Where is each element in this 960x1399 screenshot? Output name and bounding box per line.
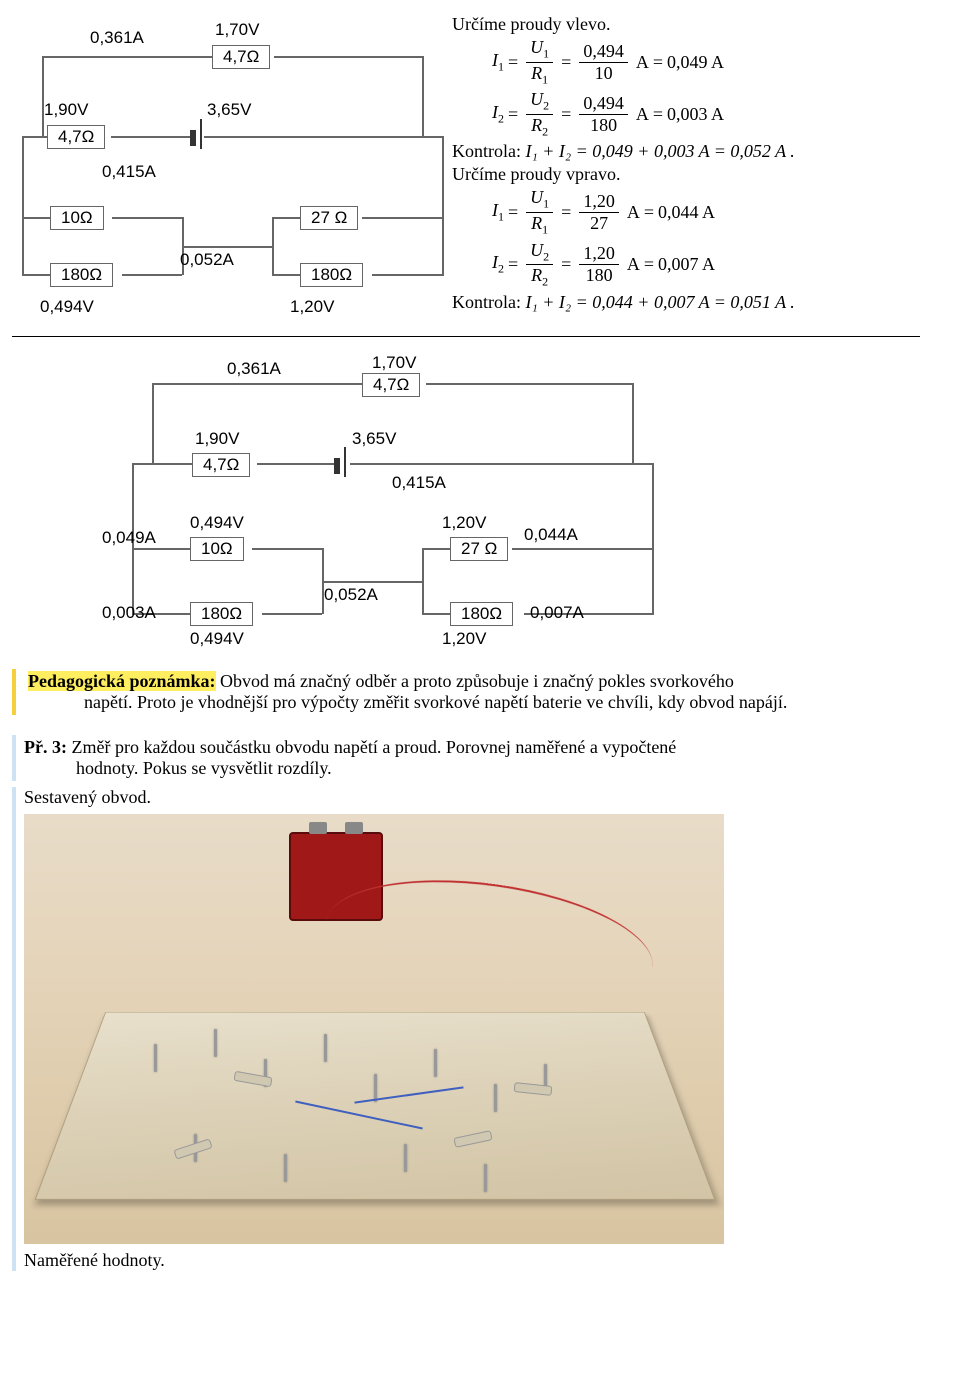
equation: I1 = U1R1 = 1,2027 A = 0,044 A [492, 187, 920, 237]
current-label: 0,003A [102, 603, 156, 623]
current-label: 0,052A [180, 250, 234, 270]
circuit-photo [24, 814, 724, 1244]
voltage-label: 0,494V [190, 629, 244, 649]
label: Kontrola: [452, 141, 521, 161]
equation: I2 = U2R2 = 0,494180 A = 0,003 A [492, 89, 920, 139]
content-segment: Sestavený obvod. [12, 787, 920, 1271]
resistor: 27 Ω [300, 206, 358, 230]
equation: I1 = U1R1 = 0,49410 A = 0,049 A [492, 37, 920, 87]
voltage-label: 3,65V [207, 100, 251, 120]
caption: Naměřené hodnoty. [24, 1250, 920, 1271]
equation-inline: I₁ + I₂ = 0,049 + 0,003 A = 0,052 A . [521, 141, 795, 161]
voltage-label: 0,494V [190, 513, 244, 533]
note-text: napětí. Proto je vhodnější pro výpočty z… [28, 692, 920, 713]
label: Kontrola: [452, 292, 521, 312]
current-label: 0,052A [324, 585, 378, 605]
note-label: Pedagogická poznámka: [28, 671, 216, 691]
resistor: 10Ω [190, 537, 244, 561]
note-text: Obvod má značný odběr a proto způsobuje … [216, 671, 734, 691]
exercise-text: hodnoty. Pokus se vysvětlit rozdíly. [24, 758, 920, 779]
voltage-label: 1,20V [290, 297, 334, 317]
resistor: 4,7Ω [212, 45, 270, 69]
resistor: 4,7Ω [47, 125, 105, 149]
text: Určíme proudy vlevo. [452, 14, 920, 35]
voltage-label: 3,65V [352, 429, 396, 449]
resistor: 10Ω [50, 206, 104, 230]
equation: I2 = U2R2 = 1,20180 A = 0,007 A [492, 240, 920, 290]
calculation-block: Určíme proudy vlevo. I1 = U1R1 = 0,49410… [452, 12, 920, 332]
caption: Sestavený obvod. [24, 787, 920, 808]
voltage-label: 1,90V [195, 429, 239, 449]
circuit-diagram-top: 4,7Ω 1,70V 0,361A 4,7Ω 1,90V 3,65V 0,415… [12, 12, 432, 332]
circuit-diagram-bottom: 0,361A 1,70V 4,7Ω 4,7Ω 1,90V 3,65V 0,415… [92, 353, 652, 653]
resistor: 180Ω [190, 602, 253, 626]
current-label: 0,361A [227, 359, 281, 379]
resistor: 27 Ω [450, 537, 508, 561]
resistor: 180Ω [50, 263, 113, 287]
current-label: 0,415A [392, 473, 446, 493]
voltage-label: 1,20V [442, 513, 486, 533]
resistor: 180Ω [300, 263, 363, 287]
voltage-source [190, 119, 202, 149]
voltage-label: 1,90V [44, 100, 88, 120]
current-label: 0,049A [102, 528, 156, 548]
current-label: 0,415A [102, 162, 156, 182]
exercise-text: Změř pro každou součástku obvodu napětí … [67, 737, 676, 757]
equation-inline: I₁ + I₂ = 0,044 + 0,007 A = 0,051 A . [521, 292, 795, 312]
resistor: 180Ω [450, 602, 513, 626]
pedagogical-note: Pedagogická poznámka: Obvod má značný od… [12, 669, 920, 715]
voltage-label: 0,494V [40, 297, 94, 317]
current-label: 0,007A [530, 603, 584, 623]
voltage-source [334, 447, 346, 477]
text: Určíme proudy vpravo. [452, 164, 920, 185]
voltage-label: 1,70V [215, 20, 259, 40]
resistor: 4,7Ω [362, 373, 420, 397]
current-label: 0,361A [90, 28, 144, 48]
resistor: 4,7Ω [192, 453, 250, 477]
exercise-block: Př. 3: Změř pro každou součástku obvodu … [12, 735, 920, 781]
current-label: 0,044A [524, 525, 578, 545]
voltage-label: 1,70V [372, 353, 416, 373]
exercise-label: Př. 3: [24, 737, 67, 757]
voltage-label: 1,20V [442, 629, 486, 649]
